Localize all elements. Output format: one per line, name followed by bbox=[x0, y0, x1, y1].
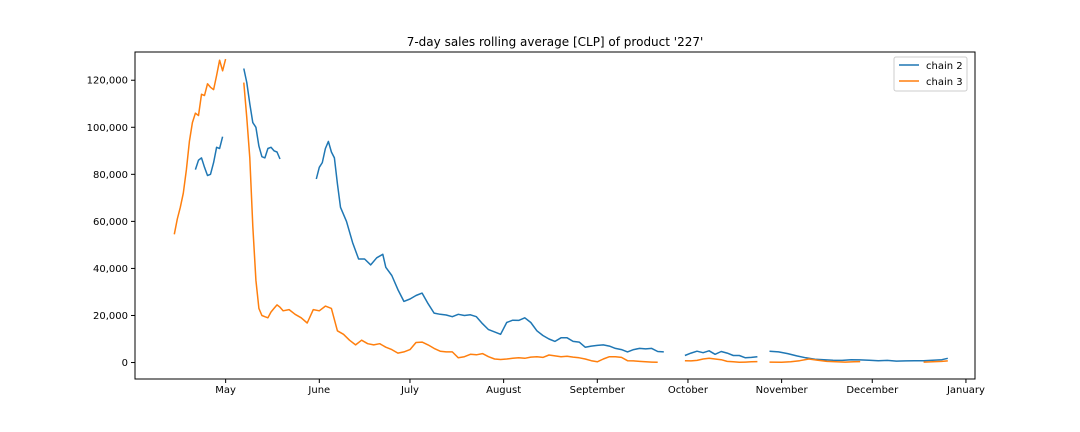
x-tick-label: October bbox=[668, 385, 709, 396]
series-line-chain-3 bbox=[173, 58, 227, 235]
plot-frame bbox=[134, 51, 976, 380]
x-tick-label: August bbox=[486, 385, 521, 396]
series-line-chain-3 bbox=[923, 360, 948, 363]
series-layer bbox=[173, 58, 948, 364]
x-tick-label: May bbox=[215, 385, 236, 396]
series-line-chain-2 bbox=[684, 350, 758, 359]
y-tick-label: 0 bbox=[122, 358, 128, 369]
x-tick-label: January bbox=[946, 385, 985, 396]
series-line-chain-2 bbox=[194, 136, 224, 177]
y-tick-label: 40,000 bbox=[93, 264, 128, 275]
y-tick-label: 80,000 bbox=[93, 170, 128, 181]
legend-label-chain-3: chain 3 bbox=[926, 77, 963, 88]
y-tick-label: 100,000 bbox=[87, 123, 128, 134]
series-line-chain-3 bbox=[243, 82, 658, 364]
y-tick-label: 20,000 bbox=[93, 311, 128, 322]
series-line-chain-3 bbox=[769, 358, 861, 364]
y-axis: 0 20,000 40,000 60,000 80,000 100,000 120,000 bbox=[87, 76, 135, 369]
series-line-chain-3 bbox=[684, 357, 758, 364]
series-line-chain-2 bbox=[315, 140, 664, 353]
legend: chain 2 chain 3 bbox=[893, 56, 968, 92]
legend-label-chain-2: chain 2 bbox=[926, 61, 963, 72]
y-tick-label: 60,000 bbox=[93, 217, 128, 228]
series-line-chain-2 bbox=[769, 350, 948, 362]
x-tick-label: December bbox=[846, 385, 899, 396]
x-tick-label: November bbox=[756, 385, 809, 396]
x-axis: May June July August September October Novembe… bbox=[215, 379, 985, 396]
chart-title: 7-day sales rolling average [CLP] of pro… bbox=[407, 35, 704, 49]
x-tick-label: September bbox=[570, 385, 626, 396]
x-tick-label: July bbox=[400, 385, 419, 396]
y-tick-label: 120,000 bbox=[87, 76, 128, 87]
x-tick-label: June bbox=[307, 385, 330, 396]
series-line-chain-2 bbox=[243, 68, 281, 160]
